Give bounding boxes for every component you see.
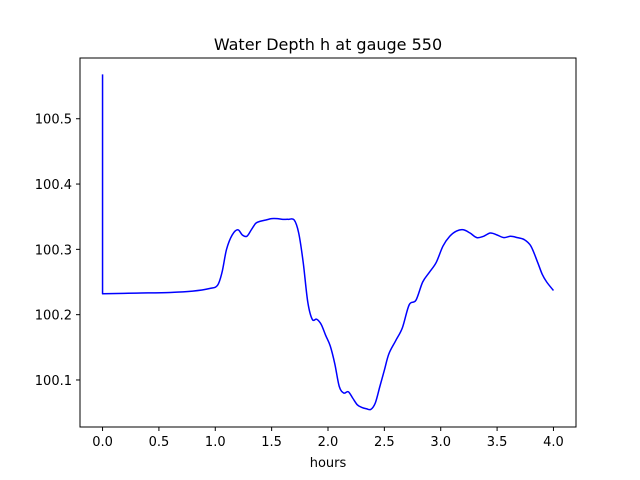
- series-line: [101, 74, 555, 411]
- chart-title: Water Depth h at gauge 550: [214, 35, 442, 54]
- x-tick-label: 1.5: [261, 435, 282, 450]
- x-tick-label: 1.0: [205, 435, 226, 450]
- x-tick-label: 4.0: [543, 435, 564, 450]
- x-tick-label: 0.0: [92, 435, 113, 450]
- y-tick-label: 100.4: [35, 178, 72, 193]
- x-tick-label: 3.5: [487, 435, 508, 450]
- y-tick-label: 100.1: [35, 374, 72, 389]
- y-tick-label: 100.5: [35, 113, 72, 128]
- x-tick-label: 2.5: [374, 435, 395, 450]
- y-tick-label: 100.2: [35, 309, 72, 324]
- axes-background: [80, 58, 576, 427]
- x-tick-label: 0.5: [149, 435, 170, 450]
- x-tick-label: 2.0: [318, 435, 339, 450]
- x-axis-label: hours: [310, 456, 347, 471]
- x-tick-label: 3.0: [430, 435, 451, 450]
- plot-area: [79, 57, 577, 428]
- y-tick-label: 100.3: [35, 243, 72, 258]
- x-axis: 0.0 0.5 1.0 1.5 2.0 2.5 3.0 3.5 4.0: [92, 427, 564, 450]
- y-axis: 100.1 100.2 100.3 100.4 100.5: [35, 113, 80, 389]
